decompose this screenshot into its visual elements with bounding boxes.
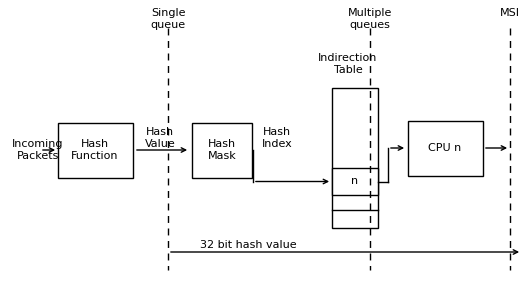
Bar bbox=[58, 122, 133, 178]
Text: n: n bbox=[352, 176, 359, 187]
Text: Hash
Index: Hash Index bbox=[262, 127, 293, 149]
Text: Multiple
queues: Multiple queues bbox=[348, 8, 392, 30]
Text: 32 bit hash value: 32 bit hash value bbox=[200, 240, 297, 250]
Text: Incoming
Packets: Incoming Packets bbox=[12, 139, 63, 161]
Text: MSI: MSI bbox=[500, 8, 520, 18]
Text: CPU n: CPU n bbox=[428, 143, 461, 153]
Bar bbox=[332, 168, 378, 195]
Text: Indirection
Table: Indirection Table bbox=[318, 53, 378, 75]
Text: Hash
Mask: Hash Mask bbox=[208, 139, 237, 161]
Bar bbox=[408, 120, 483, 176]
Text: Single
queue: Single queue bbox=[150, 8, 185, 30]
Text: Hash
Value: Hash Value bbox=[145, 127, 176, 149]
Text: Hash
Function: Hash Function bbox=[71, 139, 119, 161]
Bar bbox=[192, 122, 252, 178]
Bar bbox=[332, 88, 378, 228]
